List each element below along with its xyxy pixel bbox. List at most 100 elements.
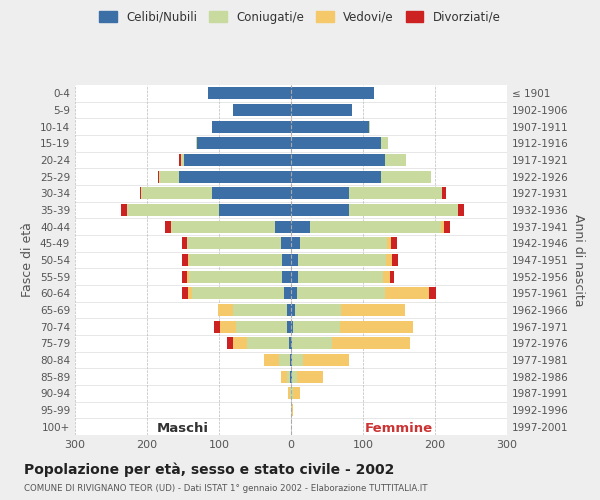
Bar (179, 170, 291, 182)
Bar (181, 154, 184, 166)
Bar (291, 288, 297, 300)
Bar (287, 370, 290, 382)
Bar (291, 338, 292, 349)
Bar (171, 220, 275, 232)
Text: COMUNE DI RIVIGNANO TEOR (UD) - Dati ISTAT 1° gennaio 2002 - Elaborazione TUTTIT: COMUNE DI RIVIGNANO TEOR (UD) - Dati IST… (24, 484, 427, 493)
Bar (295, 304, 341, 316)
Bar (291, 220, 310, 232)
Bar (291, 370, 292, 382)
Bar (189, 254, 283, 266)
Bar (292, 354, 302, 366)
Y-axis label: Anni di nascita: Anni di nascita (572, 214, 585, 306)
Bar (291, 404, 292, 416)
Bar (441, 220, 445, 232)
Bar (391, 270, 394, 282)
Bar (283, 254, 291, 266)
Bar (381, 138, 388, 149)
Bar (182, 288, 188, 300)
Bar (341, 304, 405, 316)
Legend: Celibi/Nubili, Coniugati/e, Vedovi/e, Divorziati/e: Celibi/Nubili, Coniugati/e, Vedovi/e, Di… (95, 6, 505, 28)
Bar (141, 188, 212, 200)
Bar (291, 270, 298, 282)
Bar (349, 204, 458, 216)
Bar (212, 188, 291, 200)
Bar (385, 288, 429, 300)
Bar (281, 238, 291, 250)
Bar (188, 288, 191, 300)
Bar (214, 320, 220, 332)
Text: Popolazione per età, sesso e stato civile - 2002: Popolazione per età, sesso e stato civil… (24, 462, 394, 477)
Bar (279, 354, 290, 366)
Bar (281, 370, 287, 382)
Bar (289, 338, 291, 349)
Bar (196, 138, 197, 149)
Bar (140, 188, 141, 200)
Bar (291, 154, 385, 166)
Bar (392, 254, 398, 266)
Y-axis label: Fasce di età: Fasce di età (22, 222, 34, 298)
Bar (369, 120, 370, 132)
Bar (429, 288, 436, 300)
Bar (291, 88, 374, 100)
Bar (247, 338, 289, 349)
Bar (293, 388, 301, 400)
Bar (388, 238, 391, 250)
Text: Femmine: Femmine (365, 422, 433, 435)
Bar (297, 288, 385, 300)
Bar (292, 370, 298, 382)
Bar (442, 188, 446, 200)
Bar (283, 270, 291, 282)
Bar (158, 170, 159, 182)
Bar (288, 388, 290, 400)
Bar (265, 354, 279, 366)
Bar (349, 188, 442, 200)
Bar (219, 204, 291, 216)
Bar (292, 404, 293, 416)
Bar (127, 204, 219, 216)
Bar (191, 288, 284, 300)
Bar (383, 270, 391, 282)
Bar (299, 238, 388, 250)
Bar (298, 370, 323, 382)
Bar (302, 354, 349, 366)
Text: Maschi: Maschi (157, 422, 209, 435)
Bar (290, 354, 291, 366)
Bar (233, 304, 287, 316)
Bar (182, 270, 187, 282)
Bar (458, 204, 464, 216)
Bar (218, 304, 233, 316)
Bar (287, 320, 291, 332)
Bar (291, 238, 299, 250)
Bar (293, 320, 340, 332)
Bar (291, 320, 293, 332)
Bar (197, 138, 291, 149)
Bar (291, 354, 292, 366)
Bar (291, 138, 381, 149)
Bar (159, 170, 179, 182)
Bar (291, 120, 369, 132)
Bar (291, 104, 352, 116)
Bar (291, 170, 381, 182)
Bar (332, 338, 410, 349)
Bar (179, 154, 181, 166)
Bar (445, 220, 450, 232)
Bar (385, 154, 406, 166)
Bar (187, 270, 189, 282)
Bar (184, 154, 291, 166)
Bar (212, 120, 291, 132)
Bar (291, 388, 293, 400)
Bar (275, 220, 291, 232)
Bar (227, 338, 233, 349)
Bar (292, 338, 332, 349)
Bar (310, 220, 441, 232)
Bar (182, 238, 187, 250)
Bar (220, 320, 236, 332)
Bar (290, 370, 291, 382)
Bar (386, 254, 392, 266)
Bar (233, 104, 291, 116)
Bar (187, 238, 281, 250)
Bar (188, 254, 189, 266)
Bar (182, 254, 188, 266)
Bar (291, 204, 349, 216)
Bar (287, 304, 291, 316)
